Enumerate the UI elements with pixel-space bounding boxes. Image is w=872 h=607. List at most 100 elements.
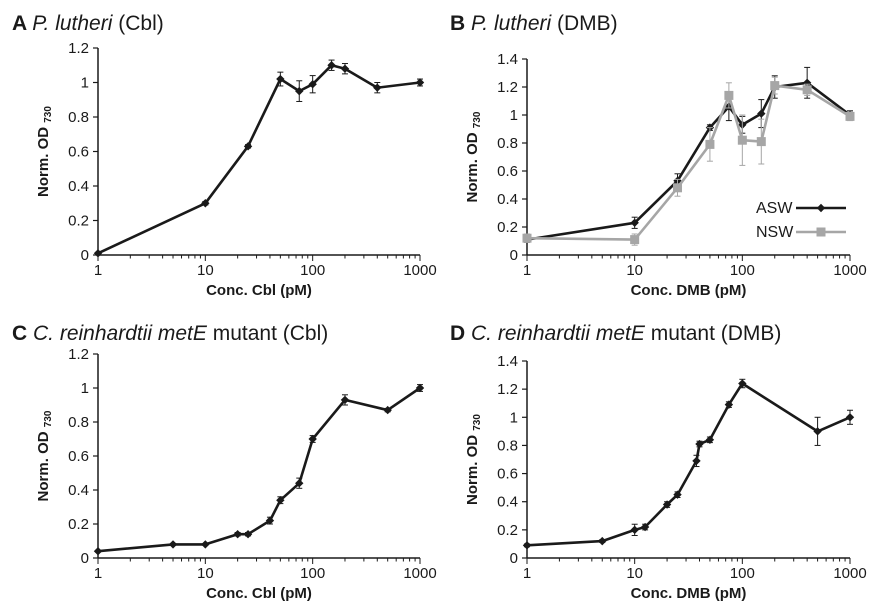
data-point bbox=[373, 83, 382, 92]
panel-title: D C. reinhardtii metE mutant (DMB) bbox=[450, 322, 781, 345]
data-point bbox=[695, 439, 704, 449]
title-part: P. lutheri bbox=[32, 12, 113, 35]
data-point bbox=[276, 496, 285, 505]
y-axis-label: Norm. OD 730 bbox=[35, 106, 54, 197]
y-axis-label-subscript: 730 bbox=[43, 410, 54, 427]
x-tick-label: 10 bbox=[626, 262, 643, 279]
series-line bbox=[526, 81, 851, 241]
y-tick-label: 0.6 bbox=[497, 163, 518, 180]
y-tick-label: 1.2 bbox=[497, 79, 518, 96]
y-axis-label-main: Norm. OD bbox=[464, 431, 481, 505]
data-point bbox=[673, 490, 682, 499]
data-point bbox=[738, 379, 747, 388]
x-axis-label: Conc. Cbl (pM) bbox=[206, 585, 312, 602]
data-point bbox=[705, 139, 715, 149]
data-point bbox=[243, 530, 253, 539]
data-point bbox=[630, 218, 639, 227]
data-point bbox=[630, 235, 640, 245]
y-axis-label-main: Norm. OD bbox=[464, 128, 481, 202]
data-point bbox=[724, 90, 734, 100]
data-point bbox=[168, 540, 178, 549]
panel-letter: B bbox=[450, 12, 471, 35]
x-tick-label: 1 bbox=[94, 565, 102, 582]
y-tick-label: 0.8 bbox=[68, 414, 89, 431]
data-point bbox=[705, 435, 715, 444]
y-axis-label: Norm. OD 730 bbox=[464, 111, 483, 202]
title-part: C. reinhardtii metE bbox=[471, 322, 646, 345]
panel-d: D C. reinhardtii metE mutant (DMB) 0 0.2 0.… bbox=[450, 322, 867, 602]
panel-letter: C bbox=[12, 322, 33, 345]
legend-marker bbox=[816, 203, 826, 213]
y-tick-label: 1.2 bbox=[68, 40, 89, 57]
y-tick-label: 1 bbox=[510, 409, 518, 426]
series-nsw bbox=[522, 76, 855, 246]
title-part: (DMB) bbox=[551, 12, 618, 35]
y-tick-label: 0 bbox=[81, 550, 89, 567]
y-tick-label: 0.2 bbox=[68, 213, 89, 230]
y-tick-label: 0.4 bbox=[68, 482, 89, 499]
data-point bbox=[201, 540, 210, 549]
title-part: mutant (DMB) bbox=[645, 322, 782, 345]
data-point bbox=[724, 400, 734, 409]
x-tick-label: 1000 bbox=[403, 565, 436, 582]
y-axis-label-subscript: 730 bbox=[472, 414, 483, 431]
x-tick-label: 1 bbox=[94, 262, 102, 279]
title-part: P. lutheri bbox=[471, 12, 552, 35]
y-tick-label: 1.2 bbox=[497, 381, 518, 398]
data-point bbox=[673, 183, 683, 193]
x-tick-label: 1000 bbox=[833, 565, 866, 582]
panel-c: C C. reinhardtii metE mutant (Cbl) 0 0.2 0.… bbox=[12, 322, 437, 602]
y-tick-label: 1 bbox=[510, 107, 518, 124]
y-tick-label: 0.4 bbox=[68, 178, 89, 195]
x-tick-label: 1 bbox=[523, 262, 531, 279]
panel-title: A P. lutheri (Cbl) bbox=[12, 12, 164, 35]
y-tick-label: 0.4 bbox=[497, 191, 518, 208]
data-point bbox=[340, 395, 350, 405]
y-tick-label: 0.4 bbox=[497, 494, 518, 511]
legend-marker bbox=[816, 227, 826, 237]
data-point bbox=[802, 78, 812, 87]
series-0 bbox=[522, 378, 855, 550]
y-tick-label: 0.6 bbox=[68, 144, 89, 161]
x-tick-label: 100 bbox=[300, 262, 325, 279]
legend: ASW NSW bbox=[756, 200, 846, 241]
data-point bbox=[845, 413, 855, 422]
y-axis-label-main: Norm. OD bbox=[35, 123, 52, 197]
legend-label: NSW bbox=[756, 224, 794, 241]
x-tick-label: 100 bbox=[730, 262, 755, 279]
series-line bbox=[97, 63, 421, 255]
y-axis-label: Norm. OD 730 bbox=[464, 414, 483, 505]
y-tick-label: 0.8 bbox=[497, 135, 518, 152]
y-tick-label: 1 bbox=[81, 380, 89, 397]
y-tick-label: 1 bbox=[81, 75, 89, 92]
data-point bbox=[640, 522, 650, 532]
y-tick-label: 0.2 bbox=[68, 516, 89, 533]
legend-label: ASW bbox=[756, 200, 793, 217]
data-point bbox=[692, 456, 701, 466]
title-part: mutant (Cbl) bbox=[207, 322, 328, 345]
x-tick-label: 1 bbox=[523, 565, 531, 582]
y-axis-label-main: Norm. OD bbox=[35, 427, 52, 501]
y-tick-label: 0.2 bbox=[497, 522, 518, 539]
data-point bbox=[757, 109, 766, 118]
data-point bbox=[340, 64, 350, 73]
data-point bbox=[243, 142, 253, 151]
series-0 bbox=[93, 383, 425, 556]
data-point bbox=[522, 233, 532, 243]
data-point bbox=[813, 427, 822, 436]
panel-letter: A bbox=[12, 12, 32, 35]
title-part: (Cbl) bbox=[112, 12, 163, 35]
y-tick-label: 1.4 bbox=[497, 353, 518, 370]
data-point bbox=[756, 137, 766, 147]
panel-letter: D bbox=[450, 322, 471, 345]
data-point bbox=[308, 80, 317, 89]
x-axis-label: Conc. Cbl (pM) bbox=[206, 282, 312, 299]
data-point bbox=[276, 74, 285, 84]
x-axis-label: Conc. DMB (pM) bbox=[631, 282, 747, 299]
data-point bbox=[845, 111, 855, 121]
data-point bbox=[662, 500, 672, 509]
data-point bbox=[265, 516, 275, 525]
y-tick-label: 0.8 bbox=[68, 109, 89, 126]
y-tick-label: 1.4 bbox=[497, 51, 518, 68]
y-tick-label: 0 bbox=[81, 247, 89, 264]
